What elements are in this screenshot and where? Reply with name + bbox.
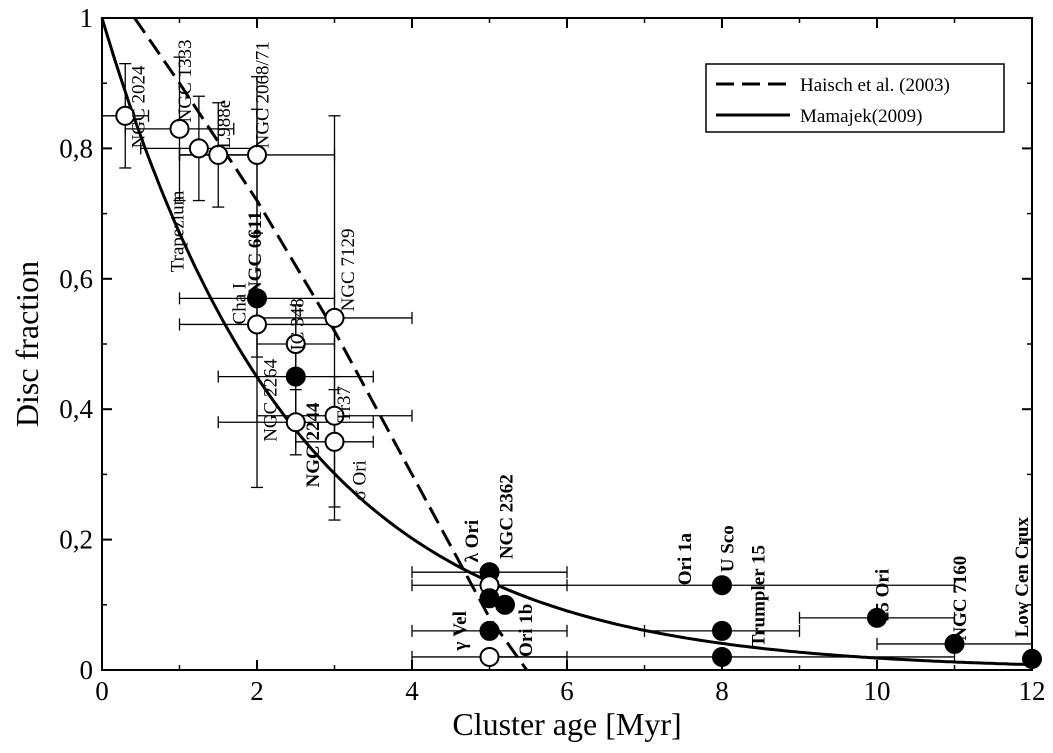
data-point-open xyxy=(247,314,267,335)
point-label: Ori 1b xyxy=(516,604,537,657)
x-tick-label: 4 xyxy=(405,676,419,706)
data-point-open xyxy=(285,334,306,354)
data-point-filled xyxy=(495,594,515,615)
point-label: U Sco xyxy=(718,525,739,572)
data-point-filled xyxy=(712,575,732,596)
point-label: Tr37 xyxy=(334,386,355,422)
point-label: NGC 2244 xyxy=(303,402,324,487)
x-axis-title: Cluster age [Myr] xyxy=(452,706,681,742)
point-label: Trapezium xyxy=(167,190,188,272)
point-label: σ Ori xyxy=(350,460,371,500)
annotations-layer: NGC 2024 NGC 1333 Trapezium L988e NGC 2068/7… xyxy=(129,39,1034,657)
x-tick-label: 12 xyxy=(1019,676,1046,706)
point-label: IC 348 xyxy=(288,298,309,350)
point-label: 25 Ori xyxy=(873,569,894,621)
x-tick-label: 10 xyxy=(864,676,891,706)
x-tick-label: 0 xyxy=(95,676,109,706)
x-tick-label: 6 xyxy=(560,676,574,706)
y-tick-label: 1 xyxy=(80,3,94,33)
y-tick-label: 0 xyxy=(80,655,94,685)
legend-label-haisch: Haisch et al. (2003) xyxy=(800,75,950,96)
point-label: NGC 2264 xyxy=(260,358,281,441)
data-point-filled xyxy=(712,620,732,641)
y-tick-label: 0,8 xyxy=(59,133,93,163)
y-tick-label: 0,4 xyxy=(59,394,93,424)
legend-box xyxy=(705,63,1005,133)
data-point-open xyxy=(247,144,267,165)
point-label: NGC 7160 xyxy=(950,556,971,641)
point-label: NGC 7129 xyxy=(338,229,359,312)
data-point-filled xyxy=(247,288,267,309)
data-point-open xyxy=(324,405,345,426)
legend-label-mamajek: Mamajek(2009) xyxy=(800,106,922,127)
point-label: λ Ori xyxy=(462,520,483,563)
point-label: L988e xyxy=(214,100,235,149)
points-layer xyxy=(115,105,1042,669)
data-point-filled xyxy=(479,620,500,641)
data-point-open xyxy=(324,431,345,452)
data-point-open xyxy=(285,412,306,433)
x-tick-label: 2 xyxy=(250,676,264,706)
x-tick-label: 8 xyxy=(715,676,729,706)
point-label: Low Cen Crux xyxy=(1012,517,1033,638)
point-label: Cha I xyxy=(229,283,250,325)
y-tick-label: 0,2 xyxy=(59,525,93,555)
point-label: γ Vel xyxy=(450,611,471,651)
data-point-open xyxy=(169,118,190,139)
point-label: Ori 1a xyxy=(675,532,696,585)
data-point-filled xyxy=(944,633,965,654)
point-label: NGC 2068/71 xyxy=(253,41,274,148)
ticks-layer: 0 2 4 6 8 10 12 0 0,2 0,4 0,6 0,8 1 xyxy=(59,3,1045,706)
data-point-open xyxy=(324,307,345,328)
data-point-filled xyxy=(285,366,306,387)
y-tick-label: 0,6 xyxy=(59,264,93,294)
point-label: NGC 2024 xyxy=(129,65,150,148)
data-point-open xyxy=(208,144,229,165)
data-point-open xyxy=(479,646,500,667)
data-point-filled xyxy=(867,607,887,628)
point-label: NGC 6611 xyxy=(245,211,266,295)
legend: Haisch et al. (2003) Mamajek(2009) xyxy=(705,63,1005,133)
data-point-open xyxy=(115,105,136,126)
point-label: Trumpler 15 xyxy=(749,545,770,647)
y-axis-title: Disc fraction xyxy=(9,261,45,427)
point-label: NGC 2362 xyxy=(497,474,518,559)
data-point-open xyxy=(188,138,209,159)
point-label: NGC 1333 xyxy=(175,39,196,122)
